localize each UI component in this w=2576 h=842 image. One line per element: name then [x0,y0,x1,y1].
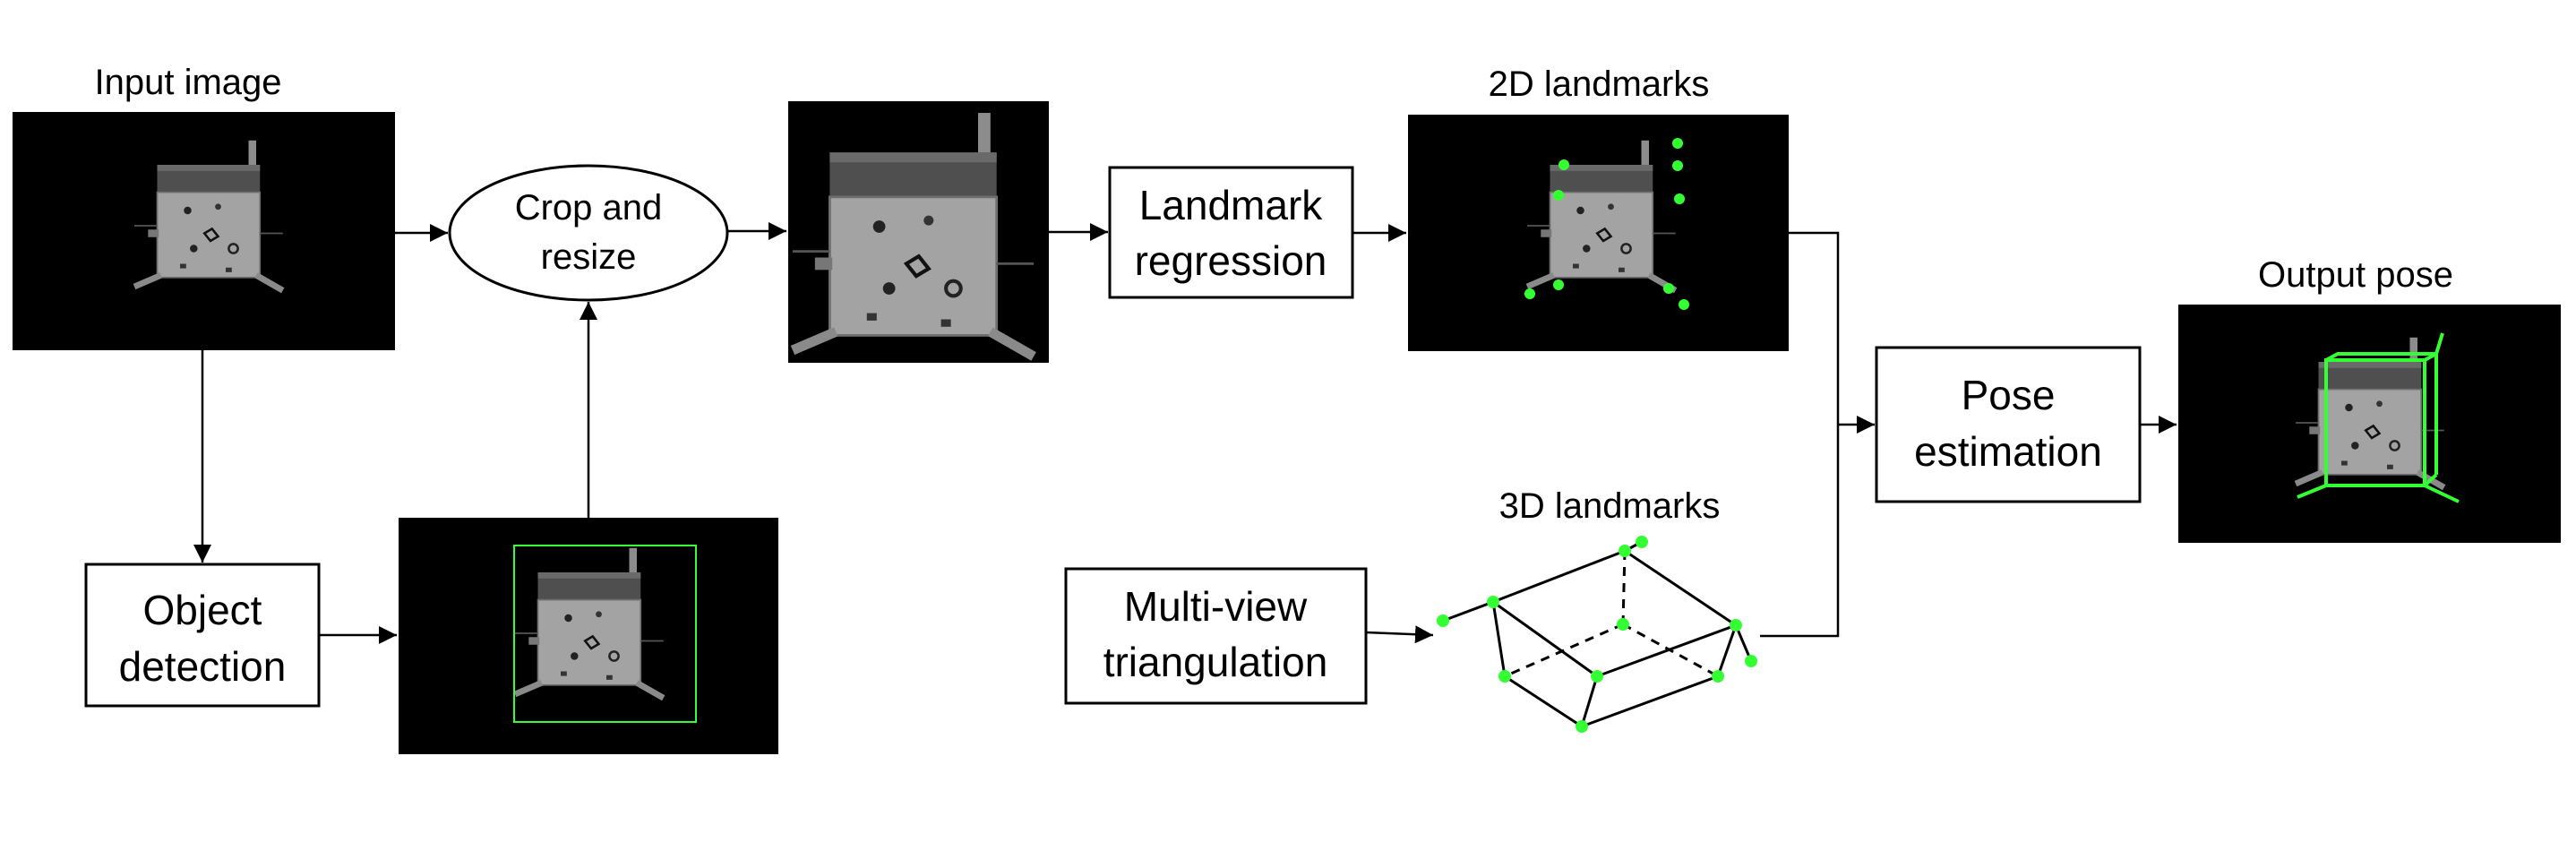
pose-estimation-node: Pose estimation [1875,346,2142,503]
2d-landmarks-label: 2D landmarks [1489,64,1710,104]
cropped-image [788,101,1049,363]
multi-view-triangulation-node: Multi-view triangulation [1064,567,1368,705]
pose-estimation-line1: Pose [1962,372,2056,418]
landmark-regression-node: Landmark regression [1108,166,1354,299]
3d-landmarks-label: 3D landmarks [1499,486,1721,526]
3d-landmark-points [1437,536,1757,733]
landmark-regression-line1: Landmark [1139,182,1324,228]
multi-view-triangulation-line1: Multi-view [1124,583,1308,630]
pose-wireframe [2297,332,2460,503]
connectors [193,222,2177,644]
pose-estimation-line2: estimation [1914,428,2102,475]
object-detection-node: Object detection [84,563,321,708]
3d-landmarks-wireframe [1442,540,1753,728]
detection-image [399,518,778,754]
2d-landmark-points [1524,138,1689,310]
crop-and-resize-line2: resize [541,237,637,277]
object-detection-line1: Object [143,587,262,633]
multi-view-triangulation-line2: triangulation [1103,639,1328,685]
landmark-regression-line2: regression [1135,237,1327,284]
connector-2d-to-pose [1760,231,1840,638]
crop-and-resize-line1: Crop and [515,188,663,228]
crop-and-resize-node: Crop and resize [448,164,729,302]
output-pose-label: Output pose [2258,255,2453,295]
input-image [13,112,395,350]
output-pose-image [2178,305,2561,543]
arrow-triangulation-to-3d [1365,625,1434,644]
input-image-label: Input image [94,63,281,102]
object-detection-line2: detection [119,643,287,690]
2d-landmarks-image [1408,115,1789,351]
detection-bounding-box [513,545,697,723]
